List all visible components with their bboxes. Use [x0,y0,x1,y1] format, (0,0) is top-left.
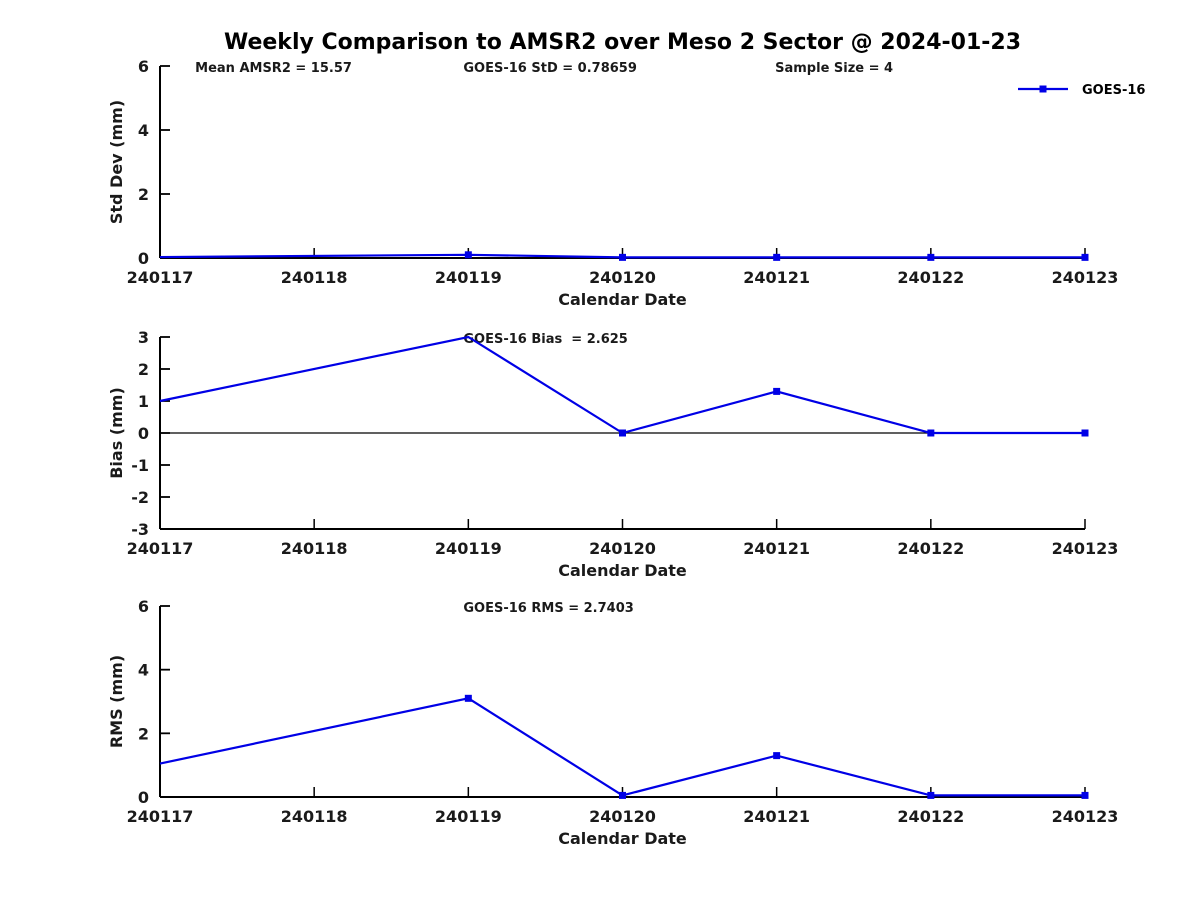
GOES-16-marker [773,752,781,760]
GOES-16-marker [619,791,626,799]
GOES-16-marker [619,429,626,437]
GOES-16-marker [773,387,781,395]
y-tick-label: 0 [138,424,149,443]
x-tick-label: 240117 [127,539,194,558]
GOES-16-line [159,335,1085,435]
GOES-16-line [159,697,1085,797]
x-tick-label: 240121 [743,807,810,826]
y-tick-label: -2 [131,488,149,507]
GOES-16-marker [1081,253,1089,261]
GOES-16-line [159,253,1085,259]
x-tick-label: 240123 [1052,807,1119,826]
x-tick-label: 240122 [897,807,964,826]
annotation: Mean AMSR2 = 15.57 [195,61,352,76]
x-tick-label: 240119 [435,807,502,826]
x-tick-label: 240117 [127,268,194,287]
y-tick-label: -3 [131,520,149,539]
x-tick-label: 240119 [435,268,502,287]
x-tick-label: 240120 [589,539,656,558]
x-tick-label: 240119 [435,539,502,558]
x-tick-label: 240117 [127,807,194,826]
y-tick-label: 4 [138,121,149,140]
GOES-16-marker [927,791,935,799]
y-tick-label: 2 [138,724,149,743]
x-tick-label: 240120 [589,268,656,287]
legend-marker [1039,85,1047,93]
x-tick-label: 240120 [589,807,656,826]
annotation: GOES-16 Bias = 2.625 [463,332,627,347]
x-tick-label: 240118 [281,539,348,558]
x-tick-label: 240122 [897,539,964,558]
std-dev-chart: 0 2 4 6 240117 240118 240119 240120 240121 240122… [107,57,1145,309]
x-axis-label: Calendar Date [558,561,687,580]
y-axis-label: Bias (mm) [107,387,126,479]
y-axis-label: RMS (mm) [107,655,126,748]
chart-title: Weekly Comparison to AMSR2 over Meso 2 S… [223,30,1022,55]
y-tick-label: 4 [138,661,149,680]
y-tick-label: 6 [138,597,149,616]
x-tick-label: 240122 [897,268,964,287]
annotation: Sample Size = 4 [775,61,893,76]
bias-chart: -3 -2 -1 0 1 2 3 240117 240118 240119 240120 240121… [107,328,1118,580]
y-tick-label: 0 [138,788,149,807]
GOES-16-marker [1081,429,1089,437]
x-tick-label: 240123 [1052,268,1119,287]
GOES-16-marker [927,429,935,437]
GOES-16-marker [619,253,626,261]
y-tick-label: 0 [138,249,149,268]
x-axis-label: Calendar Date [558,290,687,309]
legend-label: GOES-16 [1082,83,1145,98]
y-tick-label: -1 [131,456,149,475]
y-tick-label: 2 [138,185,149,204]
x-tick-label: 240118 [281,268,348,287]
y-axis-label: Std Dev (mm) [107,100,126,224]
y-tick-label: 1 [138,392,149,411]
x-axis-label: Calendar Date [558,829,687,848]
GOES-16-marker [464,694,472,702]
annotation: GOES-16 StD = 0.78659 [463,61,637,76]
y-tick-label: 6 [138,57,149,76]
legend: GOES-16 [1018,83,1145,98]
GOES-16-marker [927,253,935,261]
y-tick-label: 3 [138,328,149,347]
y-tick-label: 2 [138,360,149,379]
x-tick-label: 240121 [743,539,810,558]
rms-chart: 0 2 4 6 240117 240118 240119 240120 240121 240122… [107,597,1118,848]
x-tick-label: 240118 [281,807,348,826]
x-tick-label: 240123 [1052,539,1119,558]
x-tick-label: 240121 [743,268,810,287]
GOES-16-marker [1081,791,1089,799]
GOES-16-marker [464,251,472,259]
GOES-16-marker [773,253,781,261]
annotation: GOES-16 RMS = 2.7403 [463,601,633,616]
